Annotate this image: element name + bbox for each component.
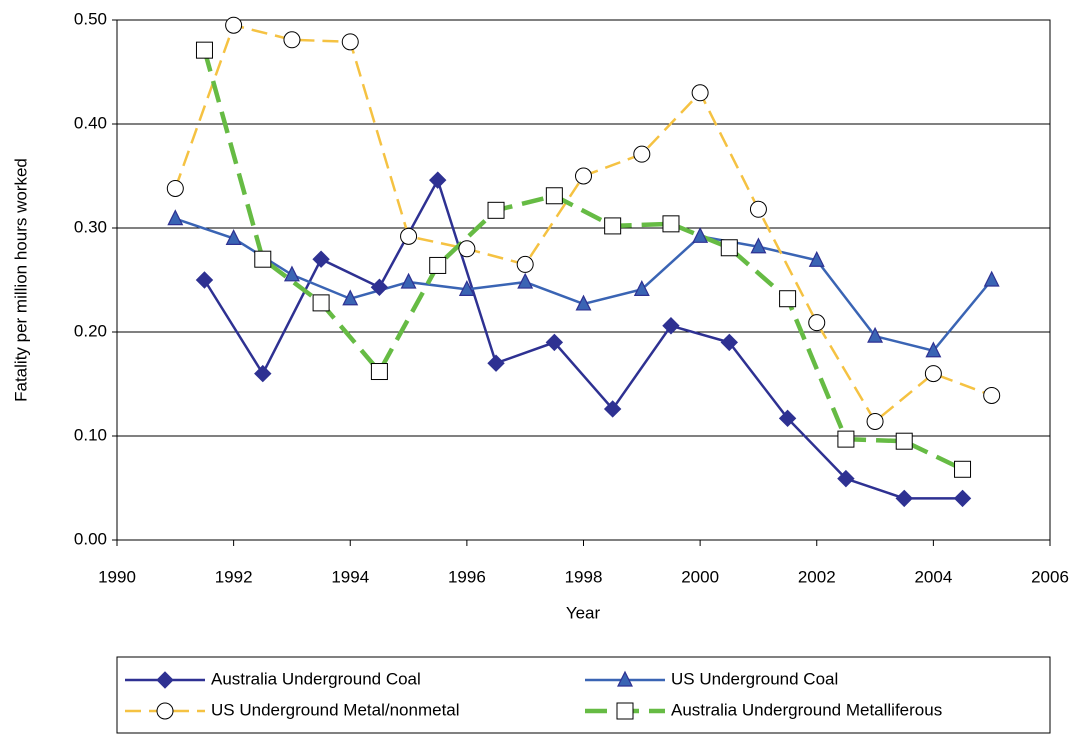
x-tick-label: 2000 <box>681 567 719 586</box>
legend-marker <box>156 702 174 720</box>
data-point <box>808 250 825 267</box>
legend-marker <box>617 670 633 687</box>
data-point <box>720 333 738 352</box>
legend-marker <box>156 671 174 689</box>
data-point <box>749 200 767 218</box>
data-point <box>166 179 184 197</box>
data-point <box>575 167 592 185</box>
y-tick-label: 0.00 <box>74 529 107 548</box>
data-point <box>983 270 1000 287</box>
data-point <box>487 354 505 372</box>
data-point <box>633 145 651 163</box>
legend-label: US Underground Metal/nonmetal <box>211 700 460 719</box>
data-point <box>254 250 272 268</box>
legend-marker <box>616 702 634 720</box>
data-point <box>779 290 797 308</box>
series-line <box>203 176 963 500</box>
data-point <box>545 187 563 205</box>
data-point <box>924 365 942 383</box>
data-point <box>400 227 418 245</box>
y-tick-label: 0.20 <box>74 321 107 340</box>
data-point <box>516 255 534 273</box>
plot-border <box>116 19 1051 541</box>
data-point <box>283 31 301 49</box>
data-point <box>370 363 388 381</box>
y-tick-label: 0.10 <box>74 425 107 444</box>
legend-label: US Underground Coal <box>671 669 838 688</box>
data-point <box>925 341 942 358</box>
data-point <box>983 386 1001 404</box>
data-point <box>778 409 797 428</box>
x-tick-label: 2006 <box>1031 567 1069 586</box>
data-point <box>545 333 564 352</box>
data-point <box>312 294 330 312</box>
data-point <box>225 229 242 245</box>
x-tick-label: 2002 <box>798 567 836 586</box>
data-point <box>691 84 709 102</box>
data-point <box>662 317 680 335</box>
data-point <box>195 41 213 59</box>
series-line <box>174 23 993 424</box>
legend-label: Australia Underground Metalliferous <box>671 700 942 719</box>
y-tick-label: 0.50 <box>74 9 107 28</box>
data-point <box>895 489 913 508</box>
data-point <box>341 33 359 51</box>
data-point <box>400 272 417 289</box>
data-point <box>837 430 855 448</box>
data-point <box>954 460 972 478</box>
data-point <box>370 278 389 296</box>
data-point <box>429 171 447 189</box>
data-point <box>283 265 300 282</box>
x-tick-label: 1992 <box>215 567 253 586</box>
data-point <box>837 469 855 488</box>
legend-label: Australia Underground Coal <box>211 669 421 688</box>
y-tick-label: 0.40 <box>74 113 107 132</box>
legend-box <box>116 656 1051 734</box>
data-point <box>429 256 447 274</box>
data-point <box>312 250 330 268</box>
x-tick-label: 2004 <box>914 567 952 586</box>
data-point <box>750 237 767 254</box>
data-point <box>517 272 534 289</box>
x-axis-title: Year <box>566 603 601 622</box>
series-line <box>202 49 964 472</box>
x-tick-label: 1996 <box>448 567 486 586</box>
data-point <box>953 489 972 508</box>
data-point <box>808 314 826 332</box>
data-point <box>662 215 680 233</box>
data-point <box>867 326 884 343</box>
data-point <box>603 400 622 418</box>
x-tick-label: 1994 <box>331 567 369 586</box>
x-tick-label: 1998 <box>565 567 603 586</box>
data-point <box>692 226 709 243</box>
data-point <box>225 16 243 34</box>
x-tick-label: 1990 <box>98 567 136 586</box>
data-point <box>167 209 184 226</box>
y-tick-label: 0.30 <box>74 217 107 236</box>
data-point <box>895 432 913 450</box>
data-point <box>487 201 505 219</box>
data-point <box>342 289 359 306</box>
data-point <box>195 271 214 289</box>
data-point <box>254 364 272 383</box>
data-point <box>866 412 884 430</box>
data-point <box>720 239 738 257</box>
data-point <box>604 217 622 235</box>
data-point <box>458 280 475 296</box>
data-point <box>458 240 476 258</box>
data-point <box>633 280 650 296</box>
y-axis-title: Fatality per million hours worked <box>11 158 30 402</box>
data-point <box>575 294 592 311</box>
